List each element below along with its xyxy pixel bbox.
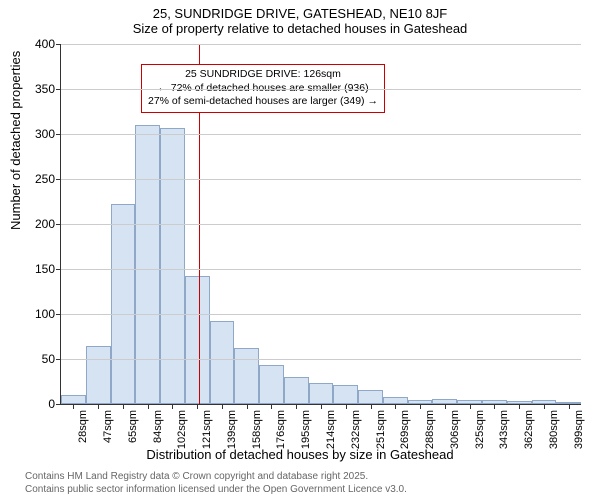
chart-title-sub: Size of property relative to detached ho… xyxy=(0,21,600,36)
x-tick-mark xyxy=(395,404,396,409)
y-axis-label: Number of detached properties xyxy=(8,51,23,230)
y-tick-mark xyxy=(56,269,61,270)
x-tick-mark xyxy=(494,404,495,409)
bar xyxy=(86,346,111,405)
gridline xyxy=(61,44,581,45)
x-tick-mark xyxy=(148,404,149,409)
x-tick-label: 102sqm xyxy=(176,410,188,449)
x-tick-label: 343sqm xyxy=(498,410,510,449)
x-tick-mark xyxy=(519,404,520,409)
gridline xyxy=(61,224,581,225)
x-tick-mark xyxy=(123,404,124,409)
y-tick-mark xyxy=(56,314,61,315)
x-tick-mark xyxy=(271,404,272,409)
x-tick-label: 399sqm xyxy=(573,410,585,449)
y-tick-mark xyxy=(56,89,61,90)
x-tick-label: 214sqm xyxy=(325,410,337,449)
x-tick-mark xyxy=(569,404,570,409)
x-tick-mark xyxy=(445,404,446,409)
footer-text: Contains HM Land Registry data © Crown c… xyxy=(25,470,407,496)
bar xyxy=(358,390,383,404)
x-tick-mark xyxy=(222,404,223,409)
gridline xyxy=(61,89,581,90)
x-tick-label: 139sqm xyxy=(226,410,238,449)
y-tick-label: 300 xyxy=(35,127,55,141)
x-tick-mark xyxy=(197,404,198,409)
bar xyxy=(111,204,136,404)
y-tick-label: 350 xyxy=(35,82,55,96)
x-tick-label: 380sqm xyxy=(548,410,560,449)
chart-container: 25, SUNDRIDGE DRIVE, GATESHEAD, NE10 8JF… xyxy=(0,0,600,500)
bar xyxy=(284,377,309,404)
x-tick-label: 195sqm xyxy=(300,410,312,449)
y-tick-label: 200 xyxy=(35,217,55,231)
x-tick-label: 84sqm xyxy=(152,410,164,443)
y-tick-label: 50 xyxy=(42,352,55,366)
bar xyxy=(309,383,334,404)
annotation-line1: 25 SUNDRIDGE DRIVE: 126sqm xyxy=(148,68,378,82)
footer-line1: Contains HM Land Registry data © Crown c… xyxy=(25,470,407,483)
y-tick-label: 0 xyxy=(48,397,55,411)
y-tick-label: 400 xyxy=(35,37,55,51)
gridline xyxy=(61,314,581,315)
plot-area: 25 SUNDRIDGE DRIVE: 126sqm ← 72% of deta… xyxy=(60,44,581,405)
gridline xyxy=(61,134,581,135)
bar xyxy=(61,395,86,404)
bar xyxy=(135,125,160,404)
footer-line2: Contains public sector information licen… xyxy=(25,483,407,496)
y-tick-mark xyxy=(56,224,61,225)
x-tick-label: 47sqm xyxy=(102,410,114,443)
x-axis-label: Distribution of detached houses by size … xyxy=(0,447,600,462)
gridline xyxy=(61,359,581,360)
x-tick-label: 121sqm xyxy=(201,410,213,449)
y-tick-mark xyxy=(56,359,61,360)
x-tick-mark xyxy=(247,404,248,409)
x-tick-mark xyxy=(371,404,372,409)
x-tick-label: 306sqm xyxy=(449,410,461,449)
bar xyxy=(185,276,210,404)
x-tick-label: 288sqm xyxy=(424,410,436,449)
x-tick-mark xyxy=(544,404,545,409)
bar xyxy=(259,365,284,404)
y-tick-mark xyxy=(56,179,61,180)
x-tick-label: 65sqm xyxy=(127,410,139,443)
gridline xyxy=(61,269,581,270)
x-tick-mark xyxy=(420,404,421,409)
bar xyxy=(333,385,358,404)
y-tick-mark xyxy=(56,134,61,135)
x-tick-label: 325sqm xyxy=(474,410,486,449)
x-tick-label: 232sqm xyxy=(350,410,362,449)
y-tick-label: 250 xyxy=(35,172,55,186)
bar xyxy=(234,348,259,404)
x-tick-label: 269sqm xyxy=(399,410,411,449)
x-tick-mark xyxy=(296,404,297,409)
y-tick-label: 100 xyxy=(35,307,55,321)
gridline xyxy=(61,179,581,180)
x-tick-mark xyxy=(470,404,471,409)
x-tick-label: 176sqm xyxy=(275,410,287,449)
x-tick-label: 28sqm xyxy=(77,410,89,443)
x-tick-mark xyxy=(346,404,347,409)
y-tick-label: 150 xyxy=(35,262,55,276)
x-tick-mark xyxy=(321,404,322,409)
y-tick-mark xyxy=(56,44,61,45)
x-tick-mark xyxy=(172,404,173,409)
annotation-line3: 27% of semi-detached houses are larger (… xyxy=(148,95,378,109)
x-tick-mark xyxy=(73,404,74,409)
x-tick-label: 362sqm xyxy=(523,410,535,449)
x-tick-mark xyxy=(98,404,99,409)
bar xyxy=(160,128,185,404)
x-tick-label: 251sqm xyxy=(375,410,387,449)
bar xyxy=(210,321,235,404)
bar xyxy=(383,397,408,404)
x-tick-label: 158sqm xyxy=(251,410,263,449)
y-tick-mark xyxy=(56,404,61,405)
chart-title-main: 25, SUNDRIDGE DRIVE, GATESHEAD, NE10 8JF xyxy=(0,0,600,21)
